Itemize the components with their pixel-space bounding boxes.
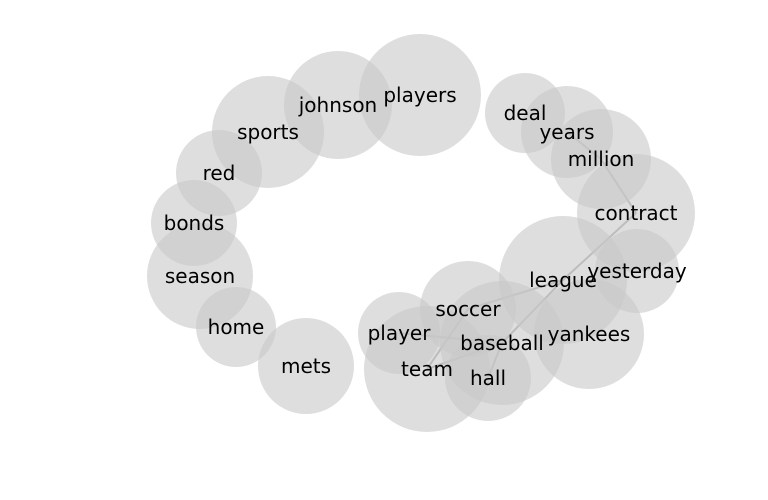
label-years: years	[539, 120, 594, 144]
label-deal: deal	[504, 101, 547, 125]
label-contract: contract	[594, 201, 677, 225]
label-bonds: bonds	[164, 211, 225, 235]
bubble-mets	[258, 318, 354, 414]
bubble-deal	[485, 73, 565, 153]
label-million: million	[568, 147, 635, 171]
bubble-home	[196, 287, 276, 367]
label-baseball: baseball	[460, 331, 544, 355]
label-player: player	[368, 321, 432, 345]
bubble-hall	[445, 335, 531, 421]
label-soccer: soccer	[435, 297, 501, 321]
label-sports: sports	[237, 120, 299, 144]
label-team: team	[401, 357, 453, 381]
label-league: league	[529, 268, 597, 292]
label-mets: mets	[281, 354, 331, 378]
label-yesterday: yesterday	[587, 259, 687, 283]
label-red: red	[203, 161, 236, 185]
label-hall: hall	[470, 366, 506, 390]
bubble-player	[358, 292, 440, 374]
label-yankees: yankees	[548, 322, 631, 346]
bubbles-layer	[147, 34, 695, 432]
label-home: home	[208, 315, 265, 339]
label-players: players	[383, 83, 456, 107]
bubble-players	[359, 34, 481, 156]
label-season: season	[165, 264, 235, 288]
label-johnson: johnson	[298, 93, 377, 117]
